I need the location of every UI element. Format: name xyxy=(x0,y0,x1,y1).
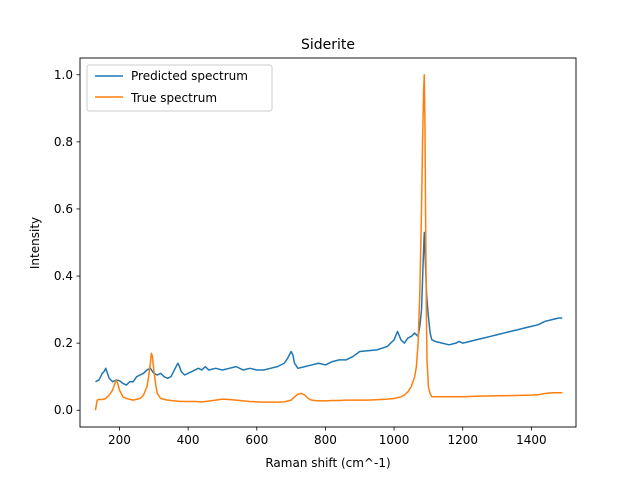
tick-layer: 200 400 600 800 1000 1200 1400 0.0 0.2 0.4 0.6 0.8 1… xyxy=(54,68,547,447)
chart-title: Siderite xyxy=(301,37,355,53)
legend-label-predicted: Predicted spectrum xyxy=(131,69,248,83)
x-tick-label: 200 xyxy=(108,433,131,447)
y-axis-title: Intensity xyxy=(28,217,42,269)
series-1 xyxy=(94,74,563,411)
x-tick-label: 1400 xyxy=(516,433,547,447)
x-axis-title: Raman shift (cm^-1) xyxy=(265,456,390,470)
series-line-0 xyxy=(95,231,563,386)
y-tick-label: 0.2 xyxy=(54,336,73,350)
series-line-1 xyxy=(94,74,563,411)
legend: Predicted spectrum True spectrum xyxy=(86,64,273,112)
series-layer xyxy=(94,74,563,411)
x-tick-label: 400 xyxy=(177,433,200,447)
plot-frame xyxy=(79,57,577,428)
x-tick-label: 1000 xyxy=(379,433,410,447)
x-tick-label: 600 xyxy=(245,433,268,447)
legend-frame xyxy=(86,64,273,112)
legend-label-true: True spectrum xyxy=(130,91,217,105)
y-tick-label: 0.8 xyxy=(54,135,73,149)
x-tick-label: 1200 xyxy=(447,433,478,447)
x-tick-label: 800 xyxy=(314,433,337,447)
y-tick-label: 0.6 xyxy=(54,202,73,216)
y-tick-label: 0.4 xyxy=(54,269,73,283)
series-0 xyxy=(95,231,563,386)
y-tick-label: 0.0 xyxy=(54,403,73,417)
y-tick-label: 1.0 xyxy=(54,68,73,82)
